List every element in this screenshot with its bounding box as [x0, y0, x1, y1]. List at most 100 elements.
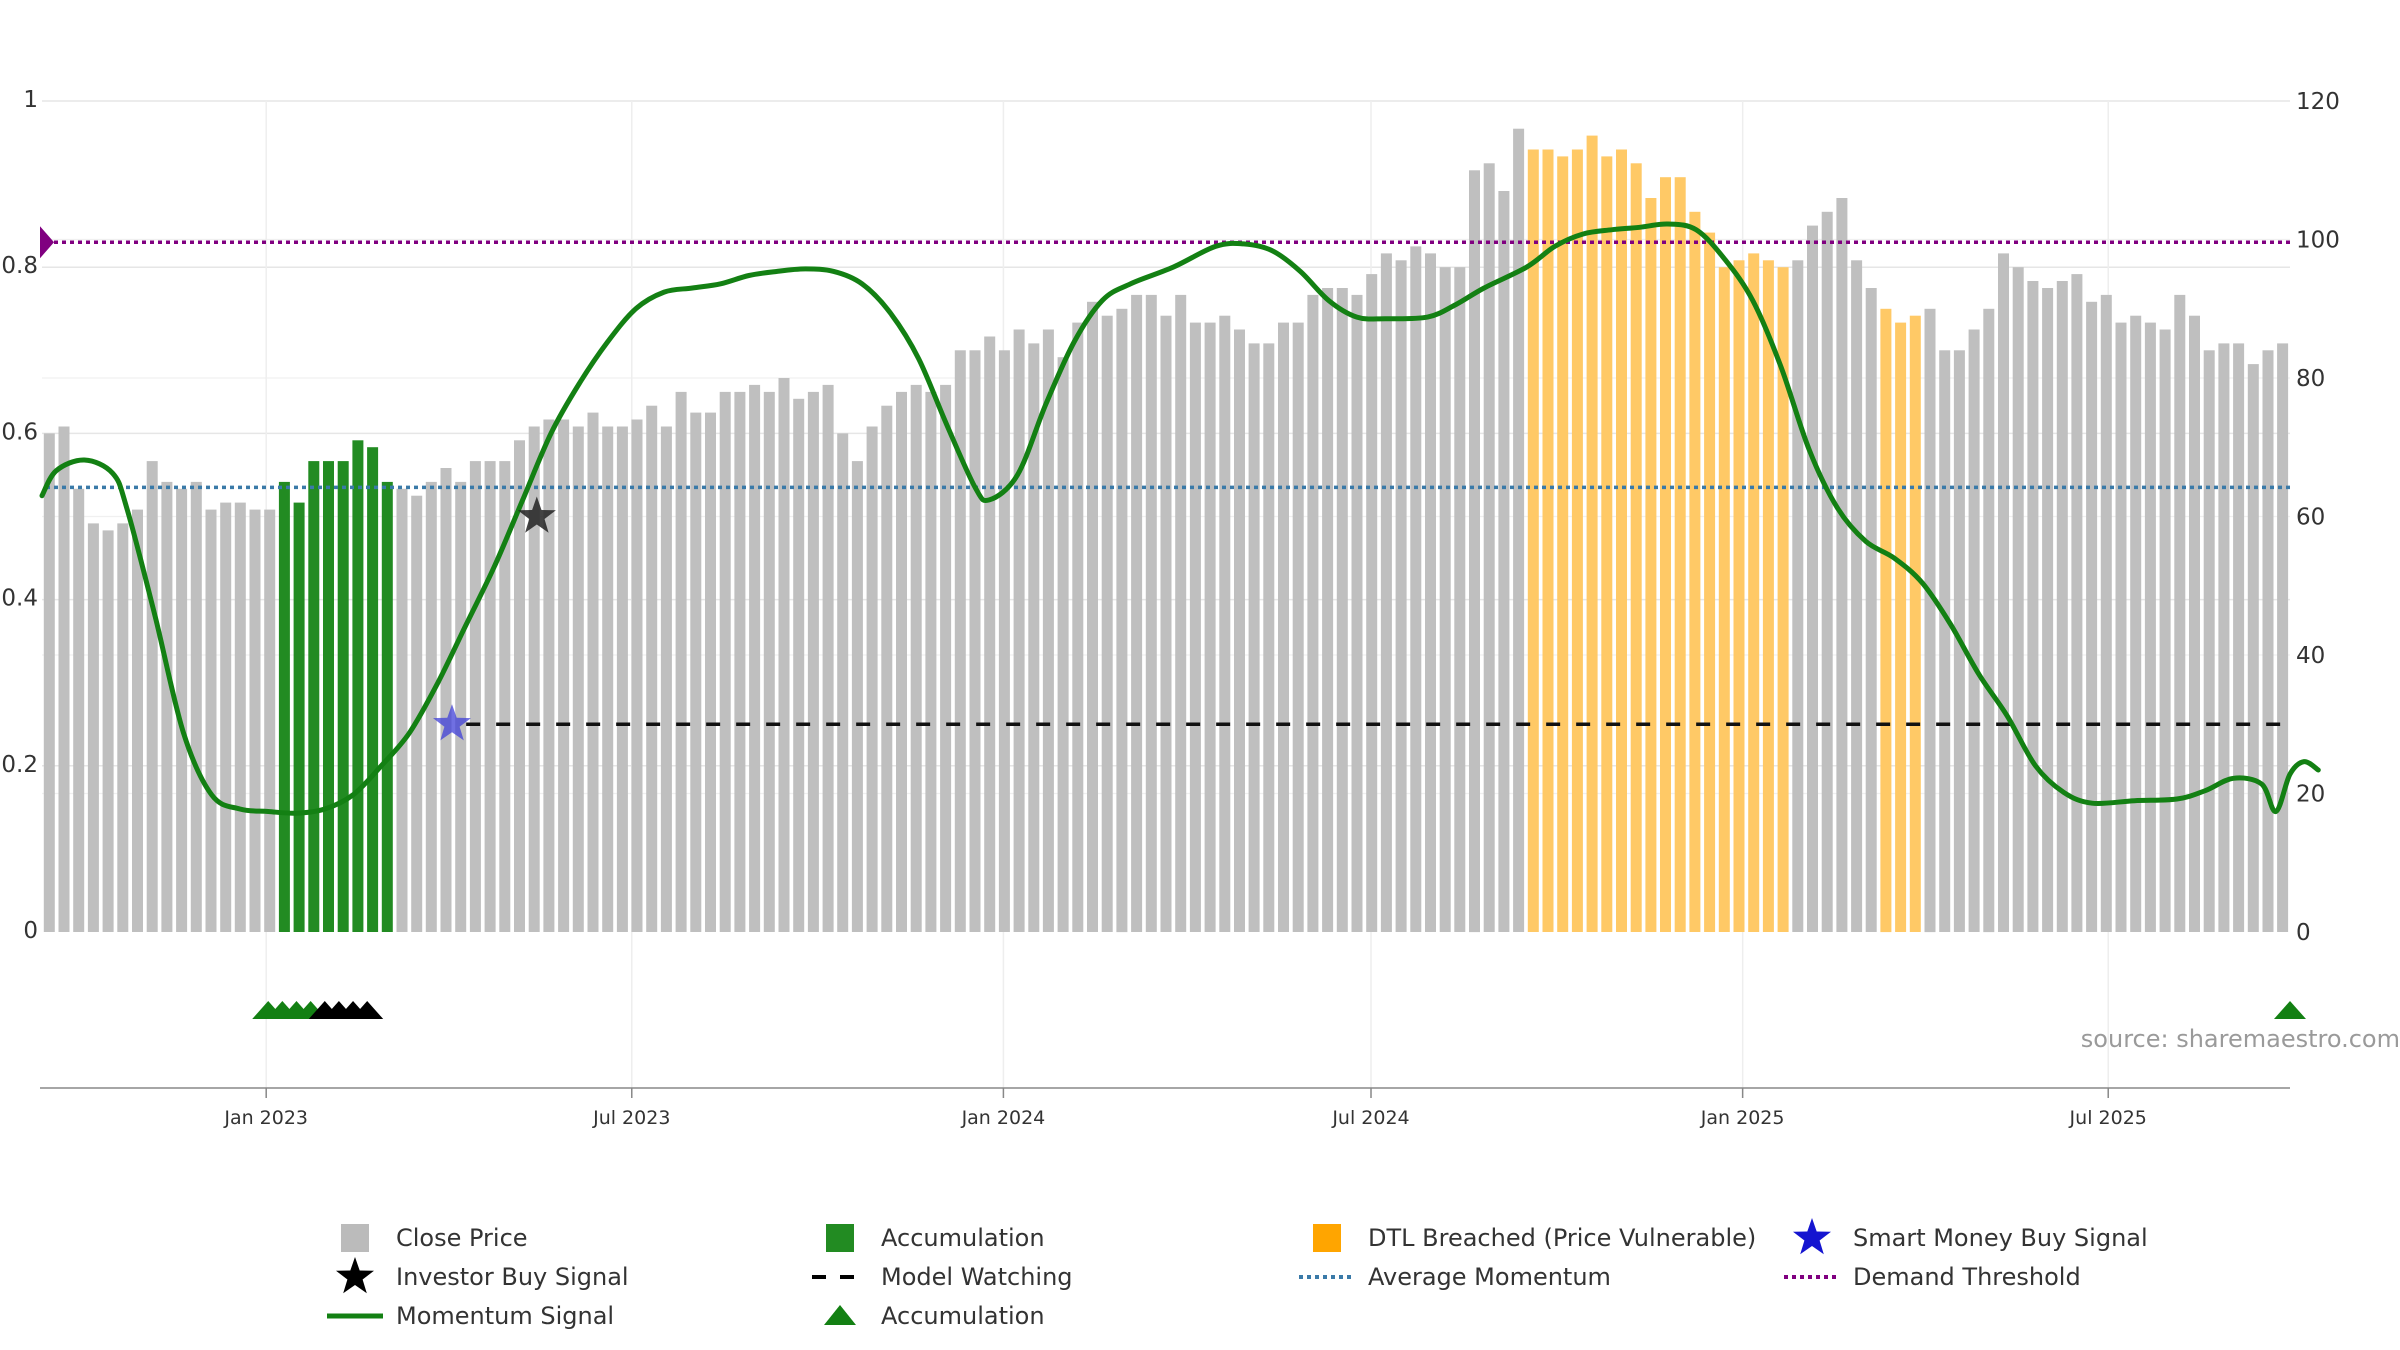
- close-price-bar: [1395, 260, 1407, 932]
- close-price-bar: [749, 384, 761, 932]
- close-price-bar: [1307, 294, 1319, 932]
- close-price-bar: [719, 391, 731, 932]
- close-price-bar: [1278, 322, 1289, 933]
- close-price-bar: [2100, 294, 2112, 932]
- close-price-bar: [734, 391, 746, 932]
- close-price-bar: [2277, 343, 2289, 932]
- close-price-bar: [1336, 288, 1348, 932]
- momentum-signal-line: [39, 221, 2321, 816]
- legend-square-icon: [341, 1224, 369, 1252]
- left-tick-label: 0.6: [1, 419, 38, 445]
- close-price-bar: [793, 398, 805, 932]
- legend-label: Close Price: [396, 1224, 528, 1252]
- close-price-bar: [1454, 267, 1466, 932]
- close-price-bar: [705, 412, 716, 933]
- close-price-bar: [2027, 281, 2039, 932]
- legend-item: Accumulation: [826, 1224, 1045, 1252]
- close-price-bar: [1204, 322, 1216, 933]
- axes: Jan 2023 Jul 2023 Jan 2024 Jul 2024 Jan 2025…: [1, 87, 2339, 1129]
- dtl-breached-bar: [1542, 149, 1554, 932]
- close-price-bar: [1483, 163, 1495, 933]
- dtl-breached-bar: [1660, 177, 1671, 932]
- right-tick-label: 100: [2296, 228, 2340, 254]
- close-price-bar: [1351, 294, 1363, 932]
- left-tick-label: 0.2: [1, 752, 38, 778]
- close-price-bar: [1380, 253, 1392, 932]
- close-price-bar: [807, 391, 819, 932]
- legend-item: Demand Threshold: [1784, 1263, 2081, 1291]
- close-price-bar: [1072, 322, 1084, 933]
- close-price-bar: [910, 384, 922, 932]
- legend-label: Momentum Signal: [396, 1302, 614, 1330]
- legend-label: Accumulation: [881, 1224, 1045, 1252]
- close-price-bar: [87, 523, 99, 932]
- accumulation-triangle: [351, 1001, 384, 1019]
- x-tick-label: Jan 2025: [1700, 1107, 1785, 1129]
- close-price-bar: [1836, 198, 1848, 932]
- dtl-breached-bar: [1557, 156, 1569, 932]
- legend-star-icon: [1793, 1218, 1831, 1255]
- close-price-bar: [1513, 128, 1525, 932]
- close-price-bar: [2144, 322, 2156, 933]
- close-price-bar: [558, 419, 570, 932]
- close-price-bar: [1498, 191, 1510, 932]
- legend-star-icon: [336, 1257, 374, 1294]
- close-price-bar: [440, 468, 452, 932]
- left-tick-label: 1: [23, 87, 38, 113]
- legend-item: Investor Buy Signal: [336, 1257, 629, 1294]
- legend-item: Momentum Signal: [327, 1302, 614, 1330]
- close-price-bar: [1366, 274, 1378, 933]
- close-price-bar: [1101, 315, 1113, 932]
- legend-item: Average Momentum: [1299, 1263, 1611, 1291]
- close-price-bar: [616, 426, 628, 932]
- right-tick-label: 80: [2296, 366, 2325, 392]
- close-price-bar: [220, 502, 232, 932]
- close-price-bar: [631, 419, 643, 932]
- accumulation-bar: [352, 440, 364, 932]
- legend-triangle-icon: [824, 1305, 856, 1325]
- close-price-bar: [528, 426, 540, 932]
- legend-label: Average Momentum: [1368, 1263, 1611, 1291]
- close-price-bar: [969, 350, 981, 932]
- legend-label: Demand Threshold: [1853, 1263, 2081, 1291]
- close-price-bar: [484, 461, 496, 932]
- accumulation-bar: [293, 502, 305, 932]
- legend-item: Close Price: [341, 1224, 528, 1252]
- close-price-bar: [778, 378, 790, 932]
- close-price-bar: [58, 426, 70, 932]
- close-price-bar: [1792, 260, 1804, 932]
- x-tick-label: Jul 2025: [2069, 1107, 2147, 1129]
- close-price-bar: [234, 502, 246, 932]
- right-tick-label: 120: [2296, 89, 2340, 115]
- close-price-bar: [998, 350, 1010, 932]
- right-tick-label: 40: [2296, 643, 2325, 669]
- close-price-bar: [411, 495, 423, 932]
- close-price-bar: [249, 509, 261, 932]
- close-price-bar: [190, 481, 202, 932]
- close-price-bar: [1807, 225, 1818, 933]
- close-price-bar: [1924, 308, 1936, 933]
- close-price-bar: [1219, 315, 1231, 932]
- dtl-breached-bar: [1645, 198, 1657, 932]
- dtl-breached-bar: [1718, 267, 1730, 932]
- dtl-breached-bar: [1777, 267, 1789, 932]
- close-price-bar: [1263, 343, 1275, 932]
- close-price-bar: [763, 391, 775, 932]
- close-price-bar: [2189, 315, 2200, 932]
- legend-label: Smart Money Buy Signal: [1853, 1224, 2148, 1252]
- reference-lines: [40, 226, 2290, 726]
- signal-markers: [252, 496, 2306, 1019]
- close-price-bar: [2262, 350, 2274, 932]
- close-price-bar: [881, 405, 893, 932]
- close-price-bar: [264, 509, 276, 932]
- close-price-bar: [1851, 260, 1863, 932]
- dtl-breached-bar: [1527, 149, 1539, 932]
- legend-label: DTL Breached (Price Vulnerable): [1368, 1224, 1756, 1252]
- close-price-bar: [514, 440, 525, 932]
- accumulation-bar: [278, 481, 290, 932]
- close-price-bar: [2115, 322, 2127, 933]
- dtl-breached-bar: [1616, 149, 1627, 932]
- dtl-breached-bar: [1762, 260, 1774, 932]
- close-price-bar: [866, 426, 878, 932]
